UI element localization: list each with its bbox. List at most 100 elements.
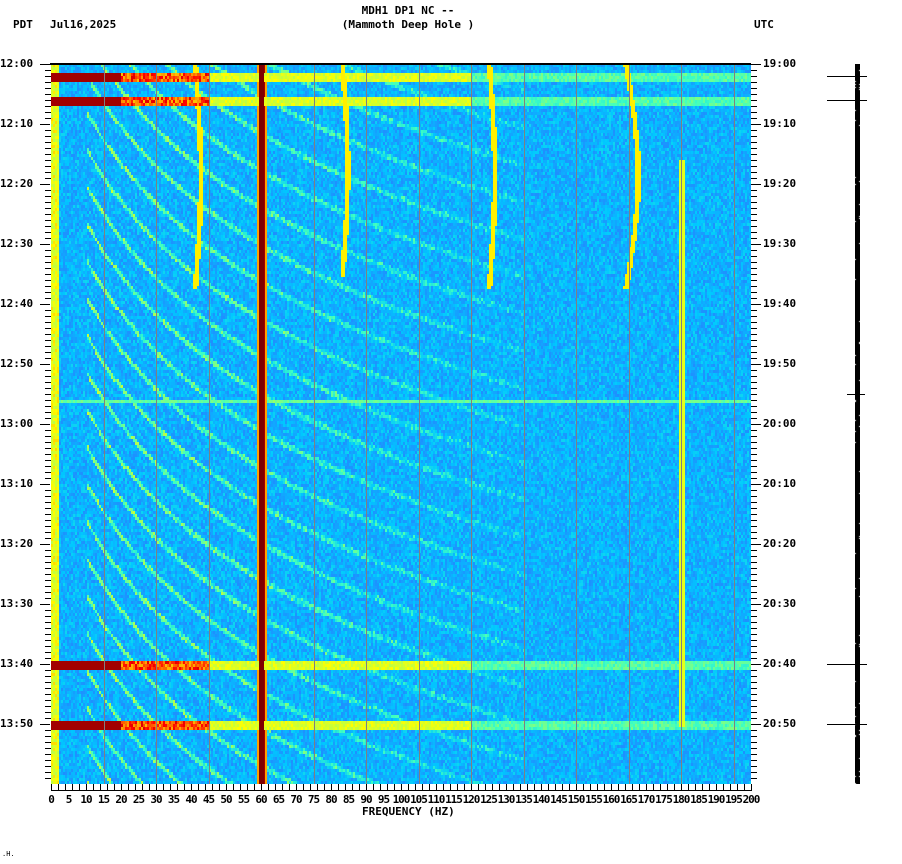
right-minor-tick [751,172,757,173]
left-minor-tick [45,502,51,503]
frequency-label: 80 [325,793,337,806]
right-minor-tick [751,640,757,641]
left-time-label: 13:50 [0,717,34,730]
left-minor-tick [45,640,51,641]
left-minor-tick [45,178,51,179]
date-label: Jul16,2025 [50,18,117,31]
left-minor-tick [45,280,51,281]
left-minor-tick [45,520,51,521]
right-minor-tick [751,502,757,503]
right-minor-tick [751,292,757,293]
left-minor-tick [45,766,51,767]
frequency-tick [751,784,752,791]
frequency-tick [555,784,556,791]
right-minor-tick [751,652,757,653]
frequency-tick [107,784,108,791]
right-minor-tick [751,592,757,593]
frequency-label: 70 [290,793,302,806]
left-minor-tick [45,214,51,215]
left-minor-tick [45,742,51,743]
right-minor-tick [751,472,757,473]
left-minor-tick [45,568,51,569]
trace-event-marker [827,724,867,725]
frequency-tick [240,784,241,791]
left-major-tick [40,664,50,665]
right-minor-tick [751,526,757,527]
frequency-tick [331,784,332,791]
right-minor-tick [751,748,757,749]
left-minor-tick [45,76,51,77]
frequency-tick [625,784,626,791]
frequency-tick [562,784,563,791]
left-minor-tick [45,328,51,329]
left-minor-tick [45,202,51,203]
frequency-label: 125 [480,793,498,806]
left-time-label: 12:20 [0,177,34,190]
frequency-tick [681,784,682,791]
x-axis-title: FREQUENCY (HZ) [362,805,455,818]
frequency-tick [100,784,101,791]
frequency-tick [471,784,472,791]
frequency-tick [156,784,157,791]
frequency-label: 190 [707,793,726,806]
left-minor-tick [45,478,51,479]
right-minor-tick [751,262,757,263]
frequency-tick [86,784,87,791]
frequency-label: 20 [115,793,127,806]
left-minor-tick [45,286,51,287]
left-minor-tick [45,82,51,83]
frequency-tick [247,784,248,791]
right-minor-tick [751,382,757,383]
left-minor-tick [45,88,51,89]
right-minor-tick [751,286,757,287]
left-minor-tick [45,376,51,377]
frequency-tick [569,784,570,791]
left-minor-tick [45,454,51,455]
right-minor-tick [751,394,757,395]
left-minor-tick [45,226,51,227]
frequency-tick [51,784,52,791]
frequency-label: 15 [97,793,110,806]
trace-event-marker [847,394,865,395]
right-minor-tick [751,196,757,197]
right-minor-tick [751,214,757,215]
right-minor-tick [751,508,757,509]
right-minor-tick [751,208,757,209]
frequency-tick [506,784,507,791]
left-time-label: 13:10 [0,477,34,490]
left-minor-tick [45,340,51,341]
frequency-tick [464,784,465,791]
left-time-label: 12:10 [0,117,34,130]
frequency-tick [121,784,122,791]
right-timezone-label: UTC [754,18,774,31]
frequency-tick [408,784,409,791]
left-minor-tick [45,232,51,233]
left-minor-tick [45,760,51,761]
frequency-tick [114,784,115,791]
frequency-tick [65,784,66,791]
right-minor-tick [751,220,757,221]
left-minor-tick [45,556,51,557]
frequency-tick [401,784,402,791]
frequency-tick [142,784,143,791]
right-minor-tick [751,478,757,479]
frequency-tick [527,784,528,791]
site-title: (Mammoth Deep Hole ) [341,18,475,31]
right-minor-tick [751,280,757,281]
right-minor-tick [751,112,757,113]
frequency-tick [457,784,458,791]
frequency-label: 100 [392,793,411,806]
frequency-tick [177,784,178,791]
left-time-label: 12:40 [0,297,34,310]
right-minor-tick [751,538,757,539]
right-time-label: 19:10 [763,117,797,130]
left-minor-tick [45,166,51,167]
left-minor-tick [45,748,51,749]
left-major-tick [40,724,50,725]
right-minor-tick [751,298,757,299]
frequency-label: 85 [342,793,355,806]
right-time-label: 20:20 [763,537,797,550]
right-minor-tick [751,94,757,95]
frequency-tick [93,784,94,791]
left-major-tick [40,184,50,185]
